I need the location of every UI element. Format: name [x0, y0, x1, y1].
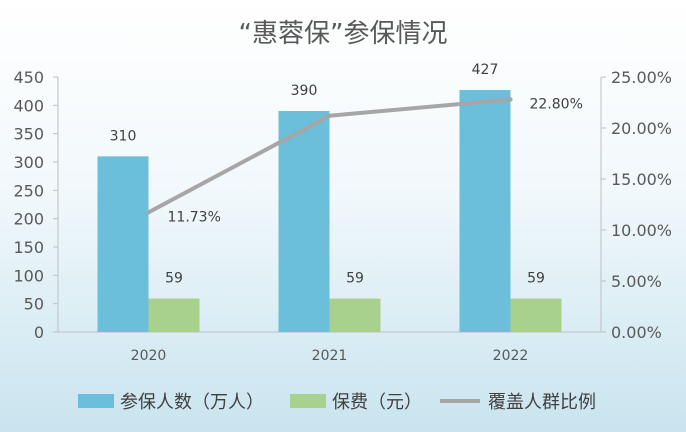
y-left-tick-label: 450 [13, 68, 44, 87]
x-tick-label: 2022 [493, 348, 529, 364]
line-data-label: 22.80% [530, 96, 583, 112]
bar-enrollment [459, 90, 511, 333]
bar-data-label: 59 [165, 271, 183, 287]
bar-enrollment [97, 156, 149, 332]
bar-premium [329, 298, 381, 332]
x-tick-label: 2021 [312, 348, 348, 364]
bar-data-label: 427 [472, 62, 499, 78]
legend-label: 覆盖人群比例 [488, 392, 596, 413]
y-left-tick-label: 200 [13, 210, 44, 229]
y-left-tick-label: 350 [13, 125, 44, 144]
bar-premium [148, 298, 200, 332]
y-left-tick-label: 400 [13, 96, 44, 115]
legend-label: 参保人数（万人） [120, 392, 264, 413]
bar-premium [510, 298, 562, 332]
y-right-tick-label: 5.00% [611, 272, 662, 291]
y-left-tick-label: 0 [34, 323, 44, 342]
y-left-tick-label: 100 [13, 266, 44, 285]
legend-label: 保费（元） [332, 392, 422, 413]
y-left-tick-label: 50 [24, 295, 44, 314]
legend-coverage: 覆盖人群比例 [440, 392, 596, 413]
line-layer [146, 97, 513, 215]
bar-data-label: 310 [110, 128, 137, 144]
bar-data-label: 59 [346, 271, 364, 287]
y-right-tick-label: 20.00% [611, 119, 672, 138]
y-left-tick-label: 150 [13, 238, 44, 257]
y-right-tick-label: 15.00% [611, 170, 672, 189]
x-tick-label: 2020 [131, 348, 167, 364]
bars [97, 90, 562, 333]
y-right-tick-label: 25.00% [611, 68, 672, 87]
coverage-ratio-point [146, 210, 151, 215]
coverage-ratio-point [327, 113, 332, 118]
legend-enrollment: 参保人数（万人） [78, 392, 264, 413]
y-left-tick-label: 250 [13, 181, 44, 200]
bar-enrollment [278, 111, 330, 332]
legend-premium: 保费（元） [290, 392, 422, 413]
legend-swatch [78, 394, 114, 408]
y-right-tick-label: 10.00% [611, 221, 672, 240]
legend-swatch [290, 394, 326, 408]
bar-data-label: 59 [527, 271, 545, 287]
y-right-tick-label: 0.00% [611, 323, 662, 342]
axes: 0 50 100 150 200 250 300 350 400 450 0.00% 5.00% 10.… [13, 68, 672, 364]
chart-title: “惠蓉保”参保情况 [239, 19, 448, 49]
legend: 参保人数（万人） 保费（元） 覆盖人群比例 [78, 392, 596, 413]
line-data-label: 11.73% [168, 209, 221, 225]
coverage-ratio-point [508, 97, 513, 102]
bar-data-label: 390 [291, 83, 318, 99]
data-labels: 310 59 390 59 427 59 11.73% 22.80% [110, 62, 583, 287]
y-left-tick-label: 300 [13, 153, 44, 172]
